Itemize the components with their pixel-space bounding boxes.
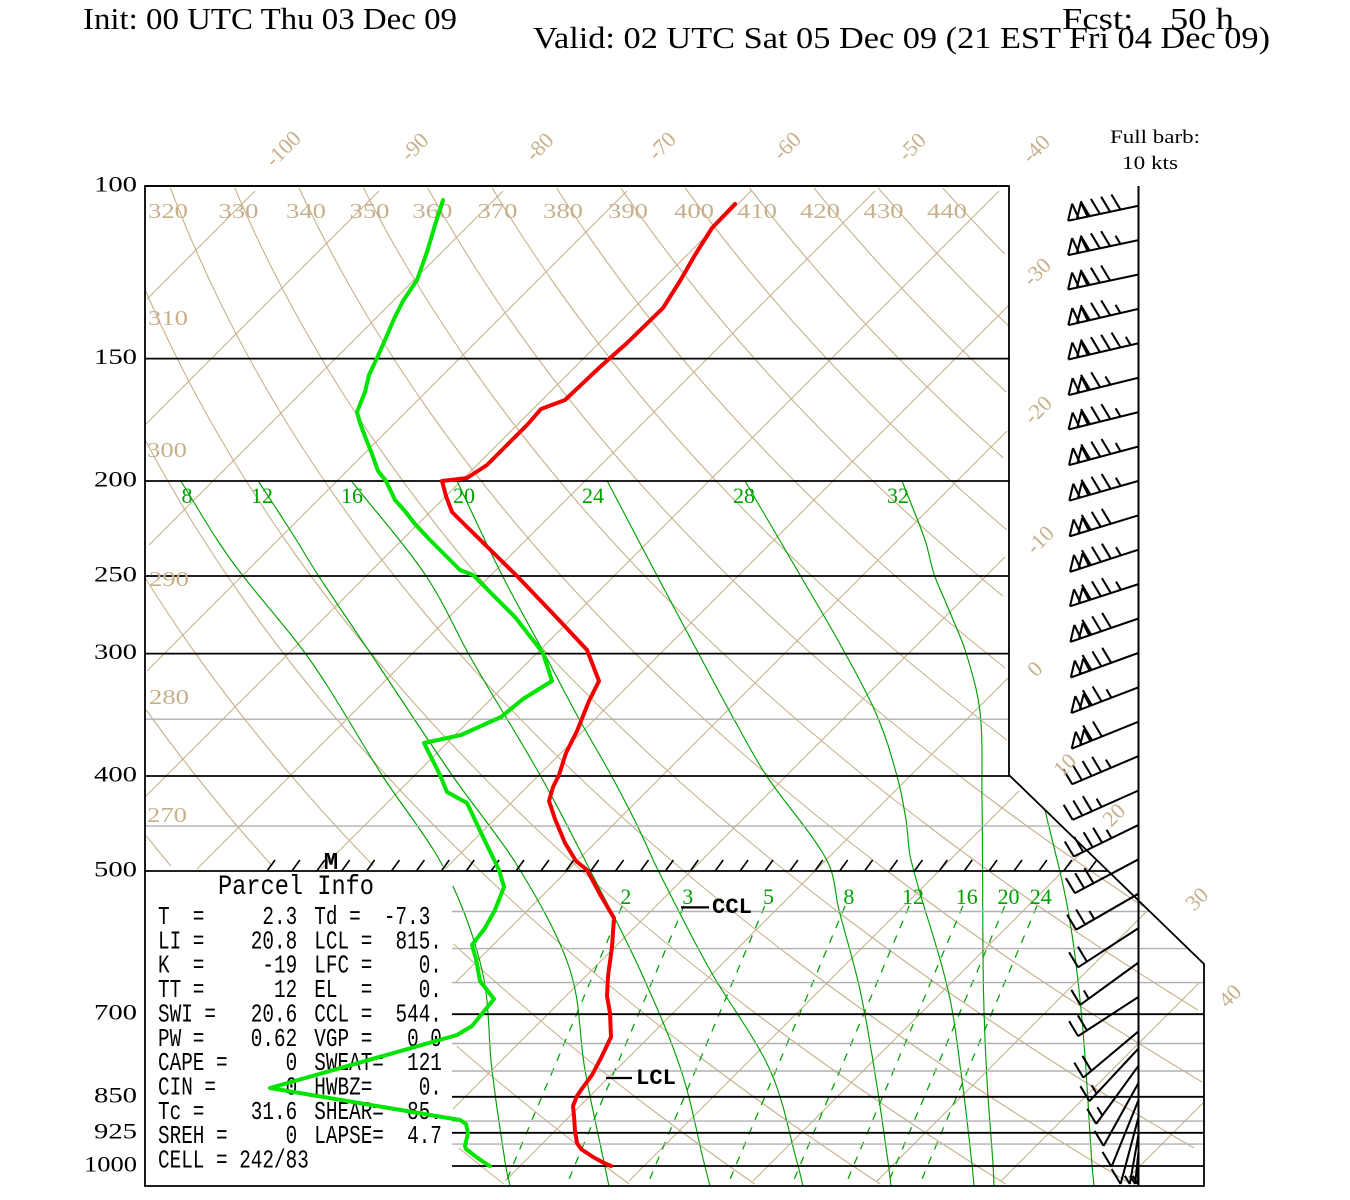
svg-text:EL = 0.: EL = 0. <box>314 975 442 1005</box>
svg-text:290: 290 <box>149 567 189 591</box>
svg-text:SREH = 0: SREH = 0 <box>158 1121 297 1151</box>
svg-text:LCL: LCL <box>636 1066 676 1091</box>
svg-text:270: 270 <box>147 803 187 827</box>
svg-text:20: 20 <box>453 483 475 508</box>
svg-text:CCL: CCL <box>712 895 752 920</box>
svg-text:28: 28 <box>733 483 755 508</box>
svg-text:SWI = 20.6: SWI = 20.6 <box>158 999 297 1029</box>
svg-text:390: 390 <box>608 199 648 223</box>
svg-text:T = 2.3: T = 2.3 <box>158 902 297 932</box>
svg-text:300: 300 <box>94 639 137 664</box>
svg-text:280: 280 <box>149 685 189 709</box>
svg-text:Valid: 02 UTC Sat 05 Dec 09 (2: Valid: 02 UTC Sat 05 Dec 09 (21 EST Fri … <box>533 20 1270 55</box>
svg-text:PW = 0.62: PW = 0.62 <box>158 1024 297 1054</box>
svg-text:Fcst: 50 h: Fcst: 50 h <box>1062 1 1235 36</box>
svg-text:10 kts: 10 kts <box>1122 153 1178 174</box>
svg-text:410: 410 <box>737 199 777 223</box>
svg-text:Init: 00 UTC Thu 03 Dec 09: Init: 00 UTC Thu 03 Dec 09 <box>83 1 457 36</box>
svg-text:Full barb:: Full barb: <box>1110 127 1200 148</box>
svg-text:340: 340 <box>286 199 326 223</box>
svg-text:330: 330 <box>219 199 259 223</box>
svg-text:250: 250 <box>94 562 137 587</box>
svg-text:12: 12 <box>251 483 273 508</box>
svg-text:16: 16 <box>956 884 978 909</box>
svg-text:Tc = 31.6: Tc = 31.6 <box>158 1097 297 1127</box>
svg-text:CELL = 242/83: CELL = 242/83 <box>158 1146 309 1176</box>
svg-text:12: 12 <box>902 884 924 909</box>
svg-text:400: 400 <box>94 762 137 787</box>
svg-text:16: 16 <box>341 483 363 508</box>
svg-text:700: 700 <box>94 1000 137 1025</box>
svg-text:LI = 20.8: LI = 20.8 <box>158 926 297 956</box>
svg-text:350: 350 <box>350 199 390 223</box>
svg-text:500: 500 <box>94 857 137 882</box>
svg-text:SWEAT= 121: SWEAT= 121 <box>314 1048 442 1078</box>
svg-text:8: 8 <box>182 483 193 508</box>
svg-text:200: 200 <box>94 467 137 492</box>
svg-text:LAPSE= 4.7: LAPSE= 4.7 <box>314 1121 442 1151</box>
svg-text:360: 360 <box>412 199 452 223</box>
svg-text:440: 440 <box>927 199 967 223</box>
svg-text:925: 925 <box>94 1118 137 1143</box>
svg-text:400: 400 <box>674 199 714 223</box>
svg-text:LFC = 0.: LFC = 0. <box>314 951 442 981</box>
svg-text:M: M <box>324 850 338 877</box>
svg-text:380: 380 <box>543 199 583 223</box>
svg-text:320: 320 <box>148 199 188 223</box>
svg-text:8: 8 <box>843 884 854 909</box>
svg-text:24: 24 <box>1030 884 1052 909</box>
svg-text:32: 32 <box>887 483 909 508</box>
svg-text:3: 3 <box>682 884 693 909</box>
svg-text:CAPE = 0: CAPE = 0 <box>158 1048 297 1078</box>
svg-text:430: 430 <box>864 199 904 223</box>
svg-text:850: 850 <box>94 1082 137 1107</box>
svg-text:310: 310 <box>148 306 188 330</box>
svg-text:2: 2 <box>620 884 631 909</box>
svg-text:370: 370 <box>478 199 518 223</box>
svg-text:Td = -7.3: Td = -7.3 <box>314 902 430 932</box>
svg-text:100: 100 <box>94 172 137 197</box>
svg-text:TT = 12: TT = 12 <box>158 975 297 1005</box>
svg-text:24: 24 <box>582 483 604 508</box>
svg-text:300: 300 <box>147 438 187 462</box>
svg-text:CCL = 544.: CCL = 544. <box>314 999 442 1029</box>
svg-text:VGP = 0.0: VGP = 0.0 <box>314 1024 442 1054</box>
svg-text:Parcel Info: Parcel Info <box>218 872 374 903</box>
svg-text:1000: 1000 <box>84 1152 137 1177</box>
svg-text:LCL = 815.: LCL = 815. <box>314 926 442 956</box>
svg-text:K = -19: K = -19 <box>158 951 297 981</box>
svg-text:20: 20 <box>998 884 1020 909</box>
svg-text:420: 420 <box>800 199 840 223</box>
svg-text:5: 5 <box>763 884 774 909</box>
svg-text:150: 150 <box>94 344 137 369</box>
